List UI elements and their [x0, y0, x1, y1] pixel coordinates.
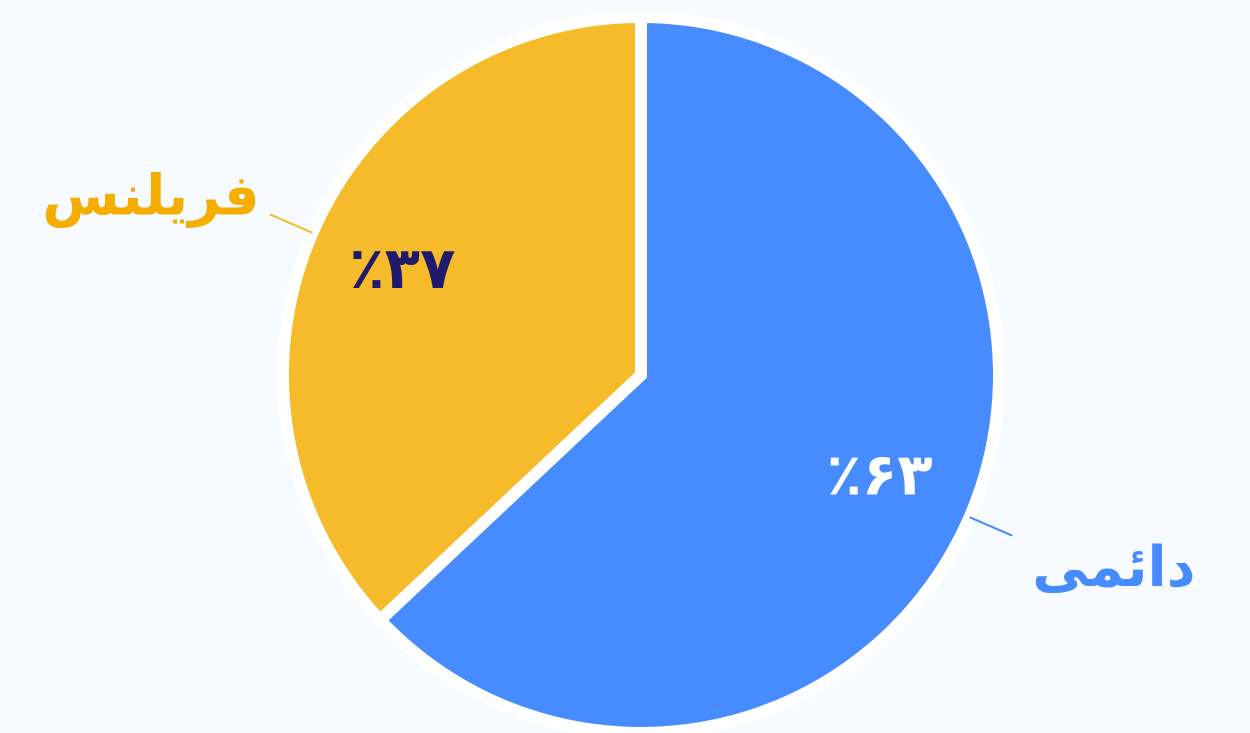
category-label: دائمی — [1032, 535, 1195, 600]
pie-slice — [371, 10, 1005, 733]
category-label: فریلنس — [42, 163, 259, 228]
leader-line — [969, 516, 1013, 537]
value-label: ٪۳۷ — [349, 234, 455, 302]
pie-slice — [277, 10, 647, 629]
leader-line — [269, 213, 313, 234]
value-label: ٪۶۳ — [827, 440, 933, 508]
